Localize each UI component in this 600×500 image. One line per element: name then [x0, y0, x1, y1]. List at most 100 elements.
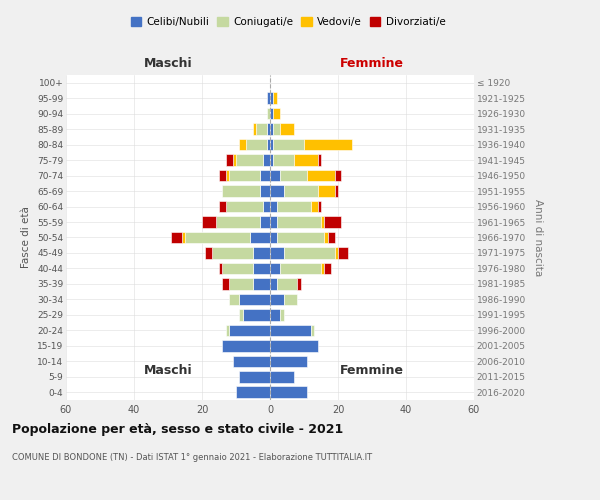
Bar: [274, 139, 304, 150]
Bar: [277, 200, 311, 212]
Bar: [236, 386, 270, 398]
Bar: [229, 170, 260, 181]
Bar: [325, 216, 341, 228]
Bar: [226, 170, 229, 181]
Y-axis label: Fasce di età: Fasce di età: [22, 206, 31, 268]
Bar: [212, 247, 253, 259]
Bar: [270, 278, 277, 289]
Text: Femmine: Femmine: [340, 364, 404, 376]
Bar: [297, 278, 301, 289]
Bar: [253, 124, 256, 135]
Text: Popolazione per età, sesso e stato civile - 2021: Popolazione per età, sesso e stato civil…: [12, 422, 343, 436]
Text: Maschi: Maschi: [143, 364, 193, 376]
Bar: [219, 262, 223, 274]
Bar: [229, 294, 239, 305]
Bar: [239, 294, 270, 305]
Bar: [270, 356, 307, 367]
Bar: [266, 108, 270, 120]
Bar: [277, 232, 325, 243]
Bar: [226, 154, 233, 166]
Bar: [256, 124, 266, 135]
Bar: [229, 324, 270, 336]
Bar: [321, 216, 325, 228]
Y-axis label: Anni di nascita: Anni di nascita: [533, 199, 542, 276]
Bar: [263, 154, 270, 166]
Bar: [172, 232, 182, 243]
Bar: [338, 247, 348, 259]
Bar: [280, 170, 307, 181]
Text: Femmine: Femmine: [340, 57, 404, 70]
Legend: Celibi/Nubili, Coniugati/e, Vedovi/e, Divorziati/e: Celibi/Nubili, Coniugati/e, Vedovi/e, Di…: [127, 12, 449, 31]
Bar: [226, 200, 263, 212]
Bar: [328, 232, 335, 243]
Bar: [226, 324, 229, 336]
Bar: [223, 186, 260, 197]
Bar: [263, 200, 270, 212]
Bar: [325, 232, 328, 243]
Bar: [229, 278, 253, 289]
Bar: [335, 170, 341, 181]
Bar: [260, 170, 270, 181]
Bar: [270, 324, 311, 336]
Bar: [202, 216, 215, 228]
Bar: [270, 139, 274, 150]
Bar: [274, 154, 294, 166]
Bar: [280, 124, 294, 135]
Bar: [311, 324, 314, 336]
Bar: [253, 278, 270, 289]
Bar: [185, 232, 250, 243]
Bar: [270, 340, 317, 351]
Bar: [236, 154, 263, 166]
Bar: [270, 386, 307, 398]
Bar: [317, 186, 335, 197]
Bar: [239, 371, 270, 382]
Bar: [274, 92, 277, 104]
Bar: [260, 216, 270, 228]
Bar: [317, 200, 321, 212]
Bar: [274, 124, 280, 135]
Bar: [270, 247, 284, 259]
Bar: [223, 278, 229, 289]
Bar: [219, 200, 226, 212]
Bar: [274, 108, 280, 120]
Bar: [311, 200, 317, 212]
Bar: [239, 309, 243, 320]
Bar: [284, 247, 335, 259]
Text: Maschi: Maschi: [143, 57, 193, 70]
Bar: [270, 216, 277, 228]
Bar: [304, 139, 352, 150]
Bar: [325, 262, 331, 274]
Bar: [270, 186, 284, 197]
Bar: [280, 309, 284, 320]
Bar: [250, 232, 270, 243]
Bar: [270, 170, 280, 181]
Bar: [307, 170, 335, 181]
Bar: [270, 371, 294, 382]
Bar: [270, 154, 274, 166]
Bar: [182, 232, 185, 243]
Bar: [266, 139, 270, 150]
Bar: [270, 108, 274, 120]
Text: COMUNE DI BONDONE (TN) - Dati ISTAT 1° gennaio 2021 - Elaborazione TUTTITALIA.IT: COMUNE DI BONDONE (TN) - Dati ISTAT 1° g…: [12, 452, 372, 462]
Bar: [321, 262, 325, 274]
Bar: [294, 154, 317, 166]
Bar: [277, 278, 297, 289]
Bar: [270, 92, 274, 104]
Bar: [223, 262, 253, 274]
Bar: [253, 262, 270, 274]
Bar: [266, 124, 270, 135]
Bar: [284, 294, 297, 305]
Bar: [270, 124, 274, 135]
Bar: [243, 309, 270, 320]
Bar: [284, 186, 317, 197]
Bar: [270, 309, 280, 320]
Bar: [335, 247, 338, 259]
Bar: [317, 154, 321, 166]
Bar: [270, 294, 284, 305]
Bar: [205, 247, 212, 259]
Bar: [246, 139, 266, 150]
Bar: [280, 262, 321, 274]
Bar: [239, 139, 246, 150]
Bar: [253, 247, 270, 259]
Bar: [335, 186, 338, 197]
